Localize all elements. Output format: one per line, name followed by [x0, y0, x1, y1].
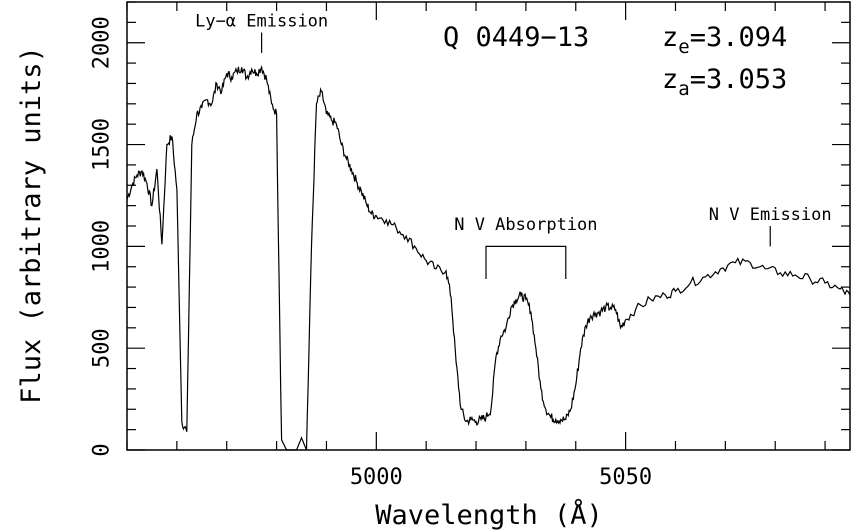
y-tick-label: 2000 [90, 16, 115, 69]
x-axis-title: Wavelength (Å) [375, 499, 603, 531]
x-tick-label: 5050 [599, 465, 652, 490]
object-name: Q 0449−13 [443, 22, 589, 53]
y-axis-title: Flux (arbitrary units) [16, 46, 47, 404]
spectrum-line [126, 65, 851, 451]
redshift-emission-symbol: z [662, 22, 678, 53]
annotation-label-0: Ly−α Emission [195, 11, 328, 31]
redshift-absorption: za=3.053 [662, 64, 787, 100]
axis-tick-labels: 5000 5050 0 500 1000 1500 2000 [90, 16, 652, 490]
redshift-emission: ze=3.094 [662, 22, 787, 58]
annotation-label-2: N V Emission [709, 205, 832, 225]
redshift-emission-subscript: e [678, 36, 689, 58]
y-tick-label: 1500 [90, 118, 115, 171]
annotations: Ly−α Emission N V Absorption N V Emission [195, 11, 832, 279]
y-tick-label: 500 [90, 328, 115, 368]
annotation-bracket-1 [485, 245, 567, 279]
redshift-emission-value: =3.094 [690, 22, 788, 53]
y-tick-label: 1000 [90, 220, 115, 273]
redshift-absorption-value: =3.053 [690, 64, 788, 95]
annotation-label-1: N V Absorption [454, 215, 597, 235]
redshift-absorption-symbol: z [662, 64, 678, 95]
y-tick-label: 0 [90, 443, 115, 456]
axis-ticks [126, 1, 850, 451]
x-tick-label: 5000 [350, 465, 403, 490]
redshift-absorption-subscript: a [678, 78, 689, 100]
